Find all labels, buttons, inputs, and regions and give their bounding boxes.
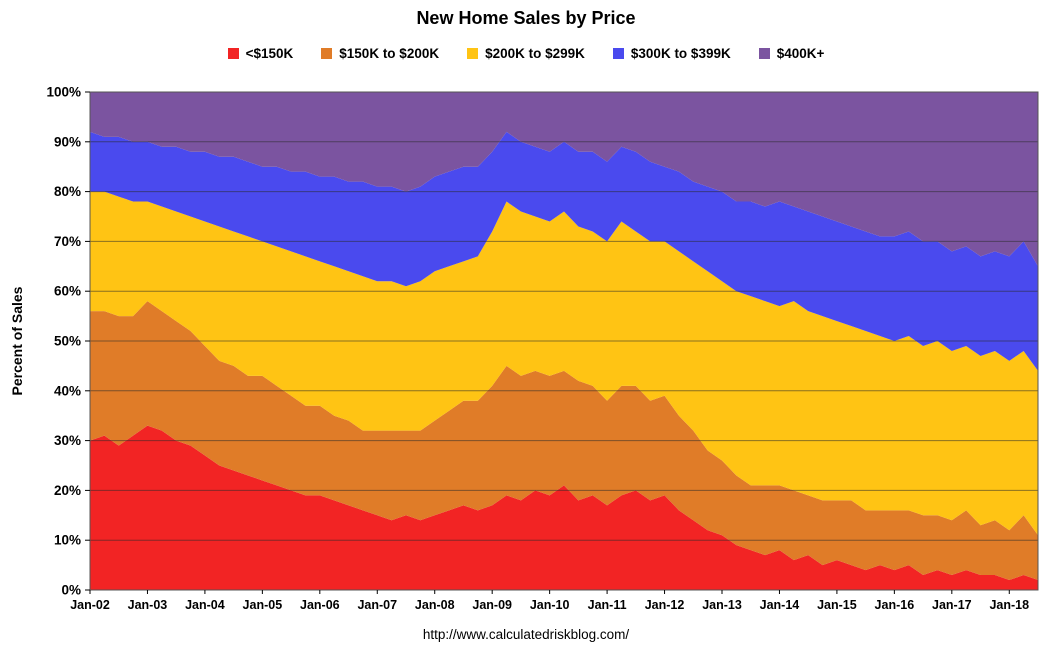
x-tick-label: Jan-11 <box>588 598 627 612</box>
legend-item-0: <$150K <box>227 46 294 61</box>
x-tick-label: Jan-05 <box>243 598 283 612</box>
x-tick-label: Jan-09 <box>472 598 512 612</box>
x-tick-label: Jan-04 <box>185 598 225 612</box>
y-tick-label: 40% <box>54 383 81 398</box>
area-series-0 <box>90 425 1038 590</box>
y-axis-title: Percent of Sales <box>9 286 25 395</box>
x-tick-label: Jan-02 <box>70 598 110 612</box>
y-tick-label: 100% <box>46 85 81 100</box>
y-tick-label: 50% <box>54 334 81 349</box>
x-tick-label: Jan-07 <box>357 598 397 612</box>
legend-item-1: $150K to $200K <box>321 46 439 61</box>
y-tick-label: 70% <box>54 234 81 249</box>
x-tick-label: Jan-12 <box>645 598 685 612</box>
x-tick-label: Jan-18 <box>989 598 1029 612</box>
area-series-2 <box>90 191 1038 536</box>
legend-swatch-icon <box>758 48 770 59</box>
y-tick-label: 90% <box>54 134 81 149</box>
y-tick-label: 0% <box>61 583 81 598</box>
y-tick-label: 10% <box>54 533 81 548</box>
source-caption: http://www.calculatedriskblog.com/ <box>422 627 630 642</box>
x-tick-label: Jan-14 <box>760 598 800 612</box>
legend: <$150K $150K to $200K $200K to $299K $300K … <box>0 46 1052 61</box>
legend-label: $400K+ <box>776 46 825 61</box>
x-tick-label: Jan-13 <box>702 598 742 612</box>
legend-item-3: $300K to $399K <box>612 46 731 61</box>
legend-swatch-icon <box>467 48 479 59</box>
x-tick-label: Jan-10 <box>530 598 570 612</box>
x-tick-label: Jan-17 <box>932 598 972 612</box>
x-tick-label: Jan-06 <box>300 598 340 612</box>
x-tick-label: Jan-15 <box>817 598 857 612</box>
y-tick-label: 60% <box>54 284 81 299</box>
legend-swatch-icon <box>227 48 239 59</box>
y-tick-label: 30% <box>54 433 81 448</box>
x-tick-label: Jan-03 <box>128 598 168 612</box>
legend-label: $300K to $399K <box>630 46 731 61</box>
y-tick-label: 80% <box>54 184 81 199</box>
legend-item-2: $200K to $299K <box>467 46 585 61</box>
y-tick-label: 20% <box>54 483 81 498</box>
area-series-4 <box>90 92 1038 267</box>
legend-label: $200K to $299K <box>485 46 585 61</box>
legend-label: <$150K <box>245 46 294 61</box>
legend-swatch-icon <box>612 48 624 59</box>
chart-title: New Home Sales by Price <box>416 8 636 28</box>
x-tick-label: Jan-08 <box>415 598 455 612</box>
legend-swatch-icon <box>321 48 333 59</box>
legend-item-4: $400K+ <box>758 46 825 61</box>
legend-label: $150K to $200K <box>339 46 440 61</box>
x-tick-label: Jan-16 <box>875 598 915 612</box>
